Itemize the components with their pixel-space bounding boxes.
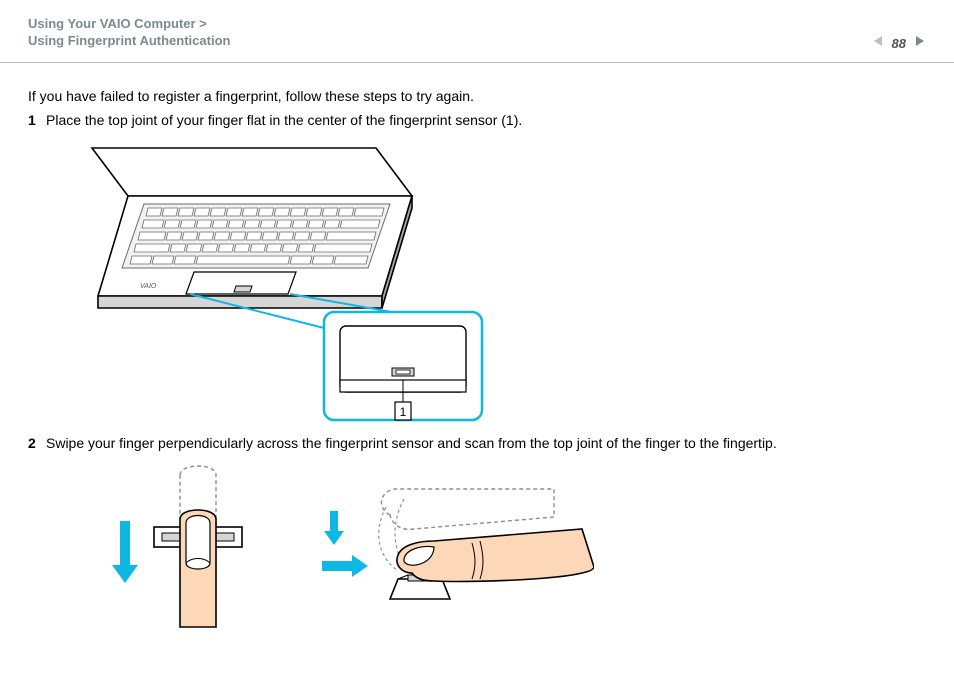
brand-text: VAIO [140,283,157,290]
breadcrumb-line1: Using Your VAIO Computer > [28,16,926,31]
pager: 88 [872,34,926,53]
press-arrow-down-icon [324,511,344,545]
next-page-icon[interactable] [912,34,926,53]
swipe-arrow-right-icon [322,555,368,577]
swipe-arrow-down-icon [112,521,138,583]
figure-2 [84,459,926,644]
step-1-number: 1 [28,112,46,128]
page-number: 88 [892,36,906,51]
breadcrumb-line2: Using Fingerprint Authentication [28,33,926,48]
step-2-number: 2 [28,435,46,451]
header-rule [0,62,954,63]
callout-label: 1 [400,405,407,419]
step-2-text: Swipe your finger perpendicularly across… [46,435,926,451]
intro-text: If you have failed to register a fingerp… [28,88,926,104]
figure-1: VAIO 1 [84,136,926,431]
step-2: 2 Swipe your finger perpendicularly acro… [28,435,926,451]
step-1: 1 Place the top joint of your finger fla… [28,112,926,128]
prev-page-icon[interactable] [872,34,886,53]
step-1-text: Place the top joint of your finger flat … [46,112,926,128]
